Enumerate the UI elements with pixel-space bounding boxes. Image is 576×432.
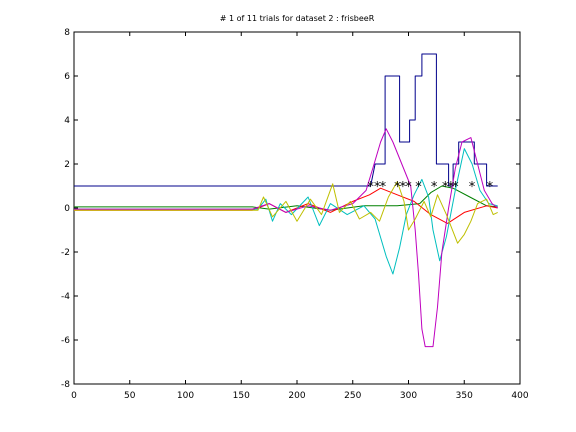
x-tick-label: 200 [288, 391, 305, 401]
y-tick-label: -8 [61, 380, 70, 390]
event-marker: * [367, 180, 374, 195]
event-marker: * [448, 180, 455, 195]
series-line-0 [74, 53, 498, 187]
event-marker: * [400, 180, 407, 195]
y-tick-label: 0 [64, 204, 70, 214]
y-tick-label: 4 [64, 116, 70, 126]
x-tick-label: 0 [71, 391, 77, 401]
y-tick-label: -6 [61, 336, 70, 346]
series-line-5 [74, 181, 498, 244]
axis-ticks: 0 50 100 150 200 250 300 350 400 -8 -6 -4 -2 0 2 4 6 8 [61, 28, 529, 401]
y-tick-label: 8 [64, 28, 70, 38]
series-line-3 [74, 148, 498, 275]
y-tick-label: -2 [61, 248, 70, 258]
event-marker: * [431, 180, 438, 195]
y-tick-label: 6 [64, 72, 70, 82]
marker-layer: * * * * * * * * * ** * * [367, 180, 493, 195]
x-tick-label: 400 [511, 391, 528, 401]
event-marker: * [442, 180, 449, 195]
y-tick-label: 2 [64, 160, 70, 170]
event-marker: * [469, 180, 476, 195]
event-marker: * [415, 180, 422, 195]
event-marker: * [405, 180, 412, 195]
y-tick-label: -4 [61, 292, 70, 302]
series-line-4 [74, 128, 499, 348]
x-tick-label: 250 [344, 391, 361, 401]
event-marker: * [380, 180, 387, 195]
event-marker: * [452, 180, 459, 195]
x-tick-label: 150 [233, 391, 250, 401]
chart-title: # 1 of 11 trials for dataset 2 : frisbee… [219, 14, 375, 23]
x-tick-label: 50 [124, 391, 136, 401]
event-marker: * [374, 180, 381, 195]
x-tick-label: 350 [456, 391, 473, 401]
event-marker: * [394, 180, 401, 195]
event-marker: * [487, 180, 494, 195]
series-line-1 [74, 185, 498, 211]
x-tick-label: 300 [400, 391, 417, 401]
series-layer [74, 53, 499, 348]
x-tick-label: 100 [177, 391, 194, 401]
